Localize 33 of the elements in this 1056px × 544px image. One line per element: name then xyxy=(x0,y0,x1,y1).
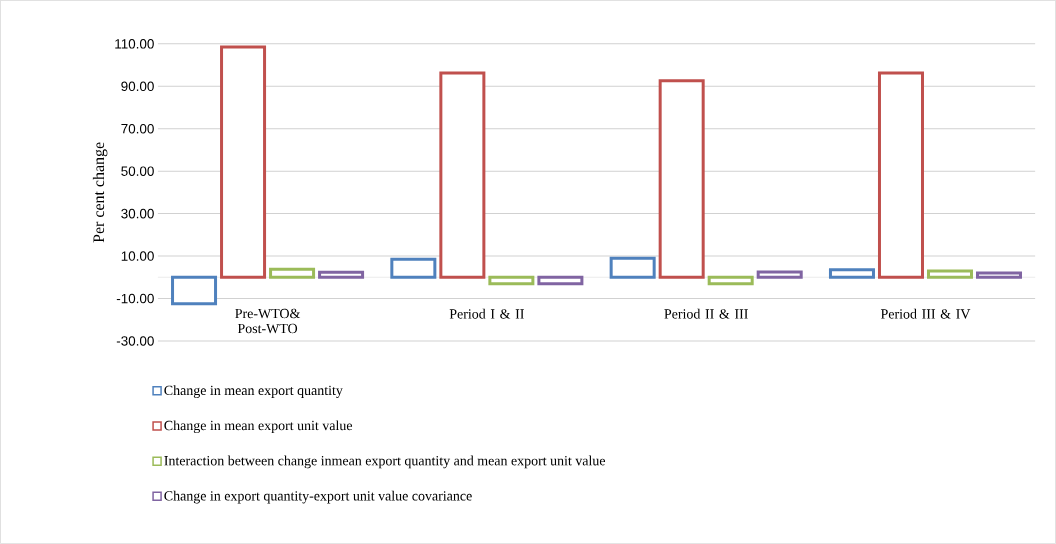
y-tick-label: 110.00 xyxy=(115,39,154,49)
bar xyxy=(658,79,705,279)
bar xyxy=(318,270,365,279)
bar xyxy=(488,275,535,286)
x-tick-label: Period I & II xyxy=(449,308,524,319)
bar xyxy=(756,270,803,279)
legend-label: Change in mean export unit value xyxy=(164,420,353,434)
x-tick-label: Pre-WTO& Post-WTO xyxy=(235,308,301,334)
bar xyxy=(707,275,754,286)
bar xyxy=(171,275,218,306)
y-tick-label: -30.00 xyxy=(116,336,154,346)
y-axis-title: Per cent change xyxy=(92,142,108,243)
y-tick-label: 30.00 xyxy=(121,208,154,219)
x-tick-label: Period II & III xyxy=(664,308,748,319)
bar xyxy=(926,269,973,279)
x-tick-label: Period III & IV xyxy=(880,308,971,319)
bar xyxy=(390,257,437,279)
bar xyxy=(220,45,267,279)
y-tick-label: 50.00 xyxy=(121,166,154,177)
bar xyxy=(269,267,316,279)
bar xyxy=(877,71,924,279)
bar xyxy=(828,268,875,279)
y-tick-label: 70.00 xyxy=(121,124,154,134)
y-tick-label: -10.00 xyxy=(116,293,154,304)
bar xyxy=(537,275,584,286)
y-tick-label: 90.00 xyxy=(121,81,154,92)
bar xyxy=(609,256,656,279)
legend-label: Change in mean export quantity xyxy=(164,385,343,399)
legend-label: Interaction between change inmean export quantity and mean export unit value xyxy=(164,455,606,469)
bar xyxy=(439,71,486,279)
bar xyxy=(976,271,1023,279)
y-tick-label: 10.00 xyxy=(121,251,154,261)
legend-label: Change in export quantity-export unit value covariance xyxy=(164,490,472,504)
